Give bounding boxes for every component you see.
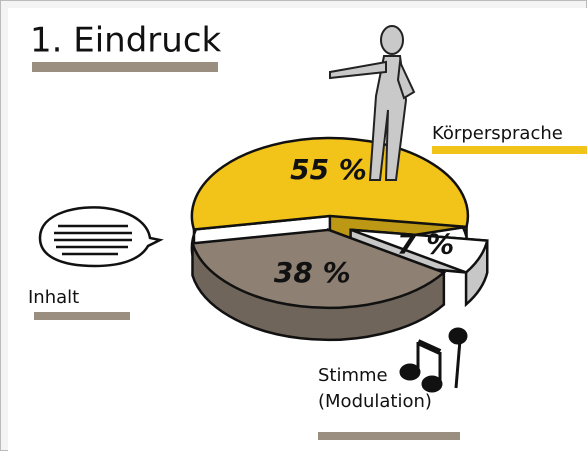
value-label: 55 % [290,153,367,186]
label-underline [34,312,130,320]
value-label: 38 % [274,256,351,289]
chart-title: 1. Eindruck [30,21,222,61]
category-label: Inhalt [28,287,79,308]
value-label: 7 % [397,228,454,261]
chart: 1. Eindruck 55 % 7 % 38 % Körpersprache Inh… [0,0,587,451]
page: 1. Eindruck 55 % 7 % 38 % Körpersprache Inh… [0,0,587,455]
label-underline [318,432,460,440]
title-underline [32,62,218,72]
label-underline [432,146,587,154]
category-label: Körpersprache [432,123,563,144]
